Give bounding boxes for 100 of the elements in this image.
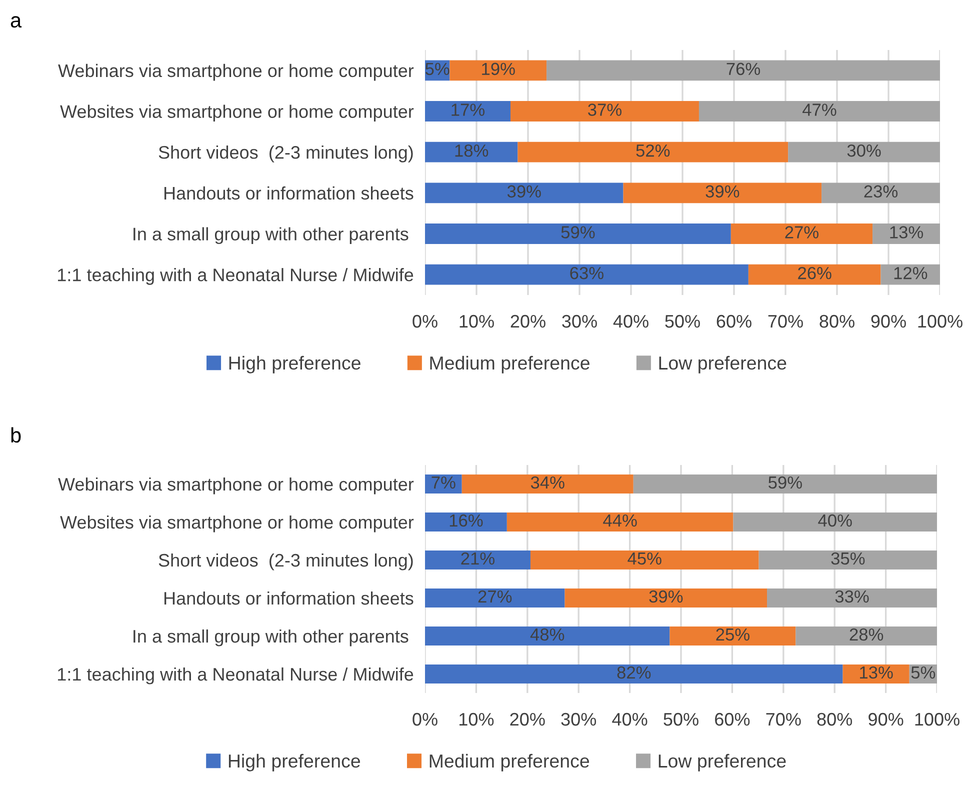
y-tick-label: Handouts or information sheets — [164, 591, 414, 605]
x-tick-label: 10% — [460, 712, 494, 726]
legend-label: High preference — [229, 356, 360, 374]
x-tick-label: 70% — [766, 712, 801, 726]
y-tick-label: Handouts or information sheets — [164, 186, 414, 200]
data-label: 27% — [478, 590, 512, 603]
legend-label: Low preference — [658, 754, 786, 772]
y-tick-label: Webinars via smartphone or home computer — [58, 64, 414, 81]
bar — [788, 142, 940, 162]
data-label: 33% — [835, 590, 869, 603]
bar — [822, 182, 940, 204]
bar — [842, 664, 910, 684]
data-label: 27% — [785, 226, 818, 238]
x-tick-label: 30% — [562, 314, 597, 328]
bar — [698, 101, 940, 122]
x-tick-label: 50% — [664, 712, 698, 726]
bar — [748, 264, 881, 285]
bar — [425, 550, 530, 570]
x-tick-label: 90% — [871, 314, 906, 328]
data-label: 25% — [716, 628, 750, 641]
x-tick-label: 10% — [460, 314, 494, 328]
bar — [546, 60, 940, 81]
bar — [425, 182, 624, 204]
bar — [623, 182, 822, 204]
bar — [767, 588, 937, 608]
bar — [450, 60, 547, 81]
data-label: 59% — [768, 476, 802, 489]
x-tick-label: 0% — [412, 314, 438, 328]
bar — [872, 224, 940, 244]
x-tick-label: 0% — [412, 712, 438, 726]
data-label: 5% — [911, 666, 936, 679]
data-label: 59% — [561, 226, 595, 238]
bar — [518, 142, 788, 162]
data-label: 13% — [890, 226, 924, 238]
data-label: 17% — [452, 104, 484, 116]
x-tick-label: 30% — [561, 712, 596, 726]
data-label: 39% — [706, 185, 740, 198]
x-tick-label: 70% — [768, 314, 803, 328]
y-tick-label: Short videos (2-3 minutes long) — [158, 146, 413, 162]
data-label: 35% — [831, 552, 865, 565]
bar — [530, 550, 759, 570]
data-label: 13% — [860, 666, 893, 679]
y-tick-label: Websites via smartphone or home computer — [60, 104, 414, 122]
data-label: 47% — [802, 104, 836, 116]
bar — [796, 626, 937, 646]
bar — [730, 224, 873, 244]
data-label: 28% — [850, 628, 884, 641]
text: a — [10, 16, 22, 28]
legend-label: Medium preference — [430, 754, 590, 772]
bar — [462, 474, 634, 494]
data-label: 26% — [798, 266, 832, 280]
bar — [425, 101, 510, 122]
data-label: 16% — [450, 514, 483, 527]
bar — [425, 626, 670, 646]
data-label: 37% — [588, 104, 622, 116]
legend-label: Low preference — [659, 356, 786, 374]
bar — [506, 512, 734, 532]
x-tick-label: 40% — [612, 712, 648, 726]
data-label: 19% — [482, 62, 515, 76]
y-tick-label: In a small group with other parents — [134, 227, 408, 244]
x-tick-label: 90% — [868, 712, 904, 726]
x-tick-label: 100% — [915, 712, 960, 726]
data-label: 40% — [818, 514, 852, 527]
x-tick-label: 40% — [613, 314, 648, 328]
bar — [425, 588, 565, 608]
data-label: 23% — [864, 185, 898, 198]
data-label: 48% — [530, 628, 564, 641]
data-label: 21% — [461, 552, 494, 565]
data-label: 82% — [617, 666, 651, 679]
data-label: 30% — [847, 144, 881, 157]
bar — [733, 512, 937, 532]
data-label: 18% — [455, 144, 488, 157]
y-tick-label: 1:1 teaching with a Neonatal Nurse / Midwife — [58, 268, 414, 285]
bar — [758, 550, 937, 570]
y-tick-label: In a small group with other parents — [134, 629, 408, 646]
legend-label: High preference — [228, 754, 360, 772]
bar — [670, 626, 796, 646]
data-label: 5% — [426, 62, 450, 76]
text: b — [11, 427, 21, 443]
x-tick-label: 100% — [918, 314, 962, 328]
x-tick-label: 80% — [820, 314, 854, 328]
x-tick-label: 80% — [817, 712, 852, 726]
y-tick-label: Short videos (2-3 minutes long) — [158, 553, 413, 570]
bar — [425, 664, 843, 684]
data-label: 39% — [649, 590, 683, 603]
bar — [633, 474, 937, 494]
data-label: 45% — [628, 552, 662, 565]
data-label: 63% — [570, 266, 604, 280]
x-tick-label: 60% — [716, 314, 752, 328]
data-label: 12% — [894, 266, 928, 280]
legend-label: Medium preference — [430, 356, 590, 374]
data-label: 34% — [530, 476, 564, 489]
data-label: 39% — [507, 185, 541, 198]
data-label: 52% — [636, 144, 670, 157]
y-tick-label: 1:1 teaching with a Neonatal Nurse / Midwife — [58, 667, 414, 684]
bar — [425, 264, 748, 285]
x-tick-label: 20% — [510, 314, 546, 328]
data-label: 76% — [726, 62, 760, 76]
bar — [564, 588, 768, 608]
bar — [880, 264, 940, 285]
